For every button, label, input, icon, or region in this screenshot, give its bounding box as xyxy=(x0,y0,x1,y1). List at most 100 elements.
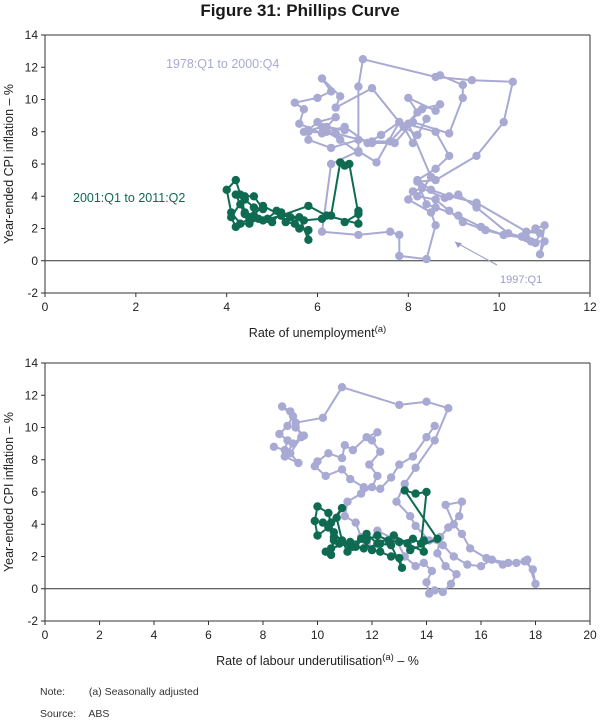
data-point xyxy=(267,217,277,227)
x-tick-label: 6 xyxy=(205,628,212,642)
data-point xyxy=(413,108,422,117)
y-tick-label: 8 xyxy=(31,125,38,139)
data-point xyxy=(310,462,319,471)
data-point xyxy=(304,201,313,211)
data-point xyxy=(358,55,368,64)
data-point xyxy=(318,413,328,422)
x-tick-label: 14 xyxy=(420,628,434,642)
data-point xyxy=(304,225,313,235)
y-tick-label: 12 xyxy=(25,60,39,74)
data-point xyxy=(373,428,382,437)
data-point xyxy=(310,516,319,526)
data-point xyxy=(340,122,349,132)
data-point xyxy=(354,209,363,219)
data-point xyxy=(367,545,377,555)
chart-unemployment: -2 0 2 4 6 8 10 12 14 0 2 4 6 8 10 12 Year-ended CPI inf… xyxy=(2,28,597,340)
data-point xyxy=(431,164,440,173)
data-point xyxy=(444,523,453,532)
data-point xyxy=(332,513,341,522)
data-point xyxy=(331,103,340,112)
data-point xyxy=(457,497,467,506)
data-point xyxy=(384,536,393,545)
data-point xyxy=(354,219,363,228)
data-point xyxy=(331,113,340,122)
data-point xyxy=(299,216,309,225)
data-point xyxy=(376,484,385,493)
x-tick-label: 0 xyxy=(42,628,49,642)
y-axis-label: Year-ended CPI inflation – % xyxy=(2,412,16,572)
data-point xyxy=(528,565,537,574)
data-point xyxy=(326,211,336,220)
note: Note: (a) Seasonally adjusted xyxy=(40,686,199,698)
data-point xyxy=(426,185,436,194)
data-point xyxy=(326,143,336,153)
data-point xyxy=(400,486,409,495)
y-tick-label: 14 xyxy=(25,28,39,42)
data-point xyxy=(240,209,249,219)
data-point xyxy=(324,449,333,458)
data-point xyxy=(346,474,355,484)
data-point xyxy=(422,114,431,124)
data-point xyxy=(408,138,418,148)
x-tick-label: 4 xyxy=(151,628,158,642)
y-tick-label: 0 xyxy=(31,582,38,596)
data-point xyxy=(346,537,355,547)
series-label: 1978:Q1 to 2000:Q4 xyxy=(166,57,279,71)
x-tick-label: 0 xyxy=(42,300,49,314)
data-point xyxy=(322,127,331,136)
chart-underutilisation: -2 0 2 4 6 8 10 12 14 0 2 4 6 8 10 12 14 16 18 20 Year-ended… xyxy=(2,356,597,668)
data-point xyxy=(354,135,363,144)
data-point xyxy=(299,105,309,114)
data-point xyxy=(372,158,381,167)
data-point xyxy=(337,503,347,513)
data-point xyxy=(277,402,287,411)
data-point xyxy=(411,463,420,472)
data-point xyxy=(351,518,360,527)
data-point xyxy=(395,553,404,563)
data-point xyxy=(422,397,431,406)
data-point xyxy=(236,219,245,228)
series-1978-2000 xyxy=(290,55,549,264)
data-point xyxy=(269,442,279,451)
data-point xyxy=(343,547,352,556)
data-point xyxy=(508,77,517,86)
data-point xyxy=(277,208,286,217)
figure-title: Figure 31: Phillips Curve xyxy=(200,1,400,20)
data-point xyxy=(438,587,447,597)
data-point xyxy=(445,129,454,138)
data-point xyxy=(304,235,313,244)
note-label: Note: xyxy=(40,686,66,698)
y-tick-label: 6 xyxy=(31,485,38,499)
data-point xyxy=(454,190,463,199)
data-point xyxy=(337,465,347,474)
data-point xyxy=(373,531,382,540)
data-point xyxy=(531,579,540,589)
y-tick-label: -2 xyxy=(27,286,38,300)
data-point xyxy=(367,483,377,492)
x-tick-label: 18 xyxy=(529,628,543,642)
x-tick-label: 2 xyxy=(96,628,103,642)
data-point xyxy=(397,563,407,572)
data-point xyxy=(413,130,422,140)
data-point xyxy=(367,84,377,93)
data-point xyxy=(403,539,412,548)
data-point xyxy=(422,254,431,264)
data-point xyxy=(313,117,322,127)
data-point xyxy=(404,93,413,103)
source-text: ABS xyxy=(88,708,110,720)
data-point xyxy=(317,214,327,223)
data-point xyxy=(445,206,454,215)
data-point xyxy=(290,98,299,107)
data-point xyxy=(523,555,532,564)
data-point xyxy=(297,433,306,442)
data-point xyxy=(345,159,354,169)
data-point xyxy=(362,536,371,545)
data-point xyxy=(426,208,436,217)
annotation-label: 1997:Q1 xyxy=(500,274,542,286)
data-point xyxy=(222,185,231,194)
data-point xyxy=(231,190,240,199)
data-point xyxy=(472,203,481,212)
series-label: 2001:Q1 to 2011:Q2 xyxy=(73,191,185,205)
data-point xyxy=(395,400,404,410)
y-tick-label: 8 xyxy=(31,453,38,467)
